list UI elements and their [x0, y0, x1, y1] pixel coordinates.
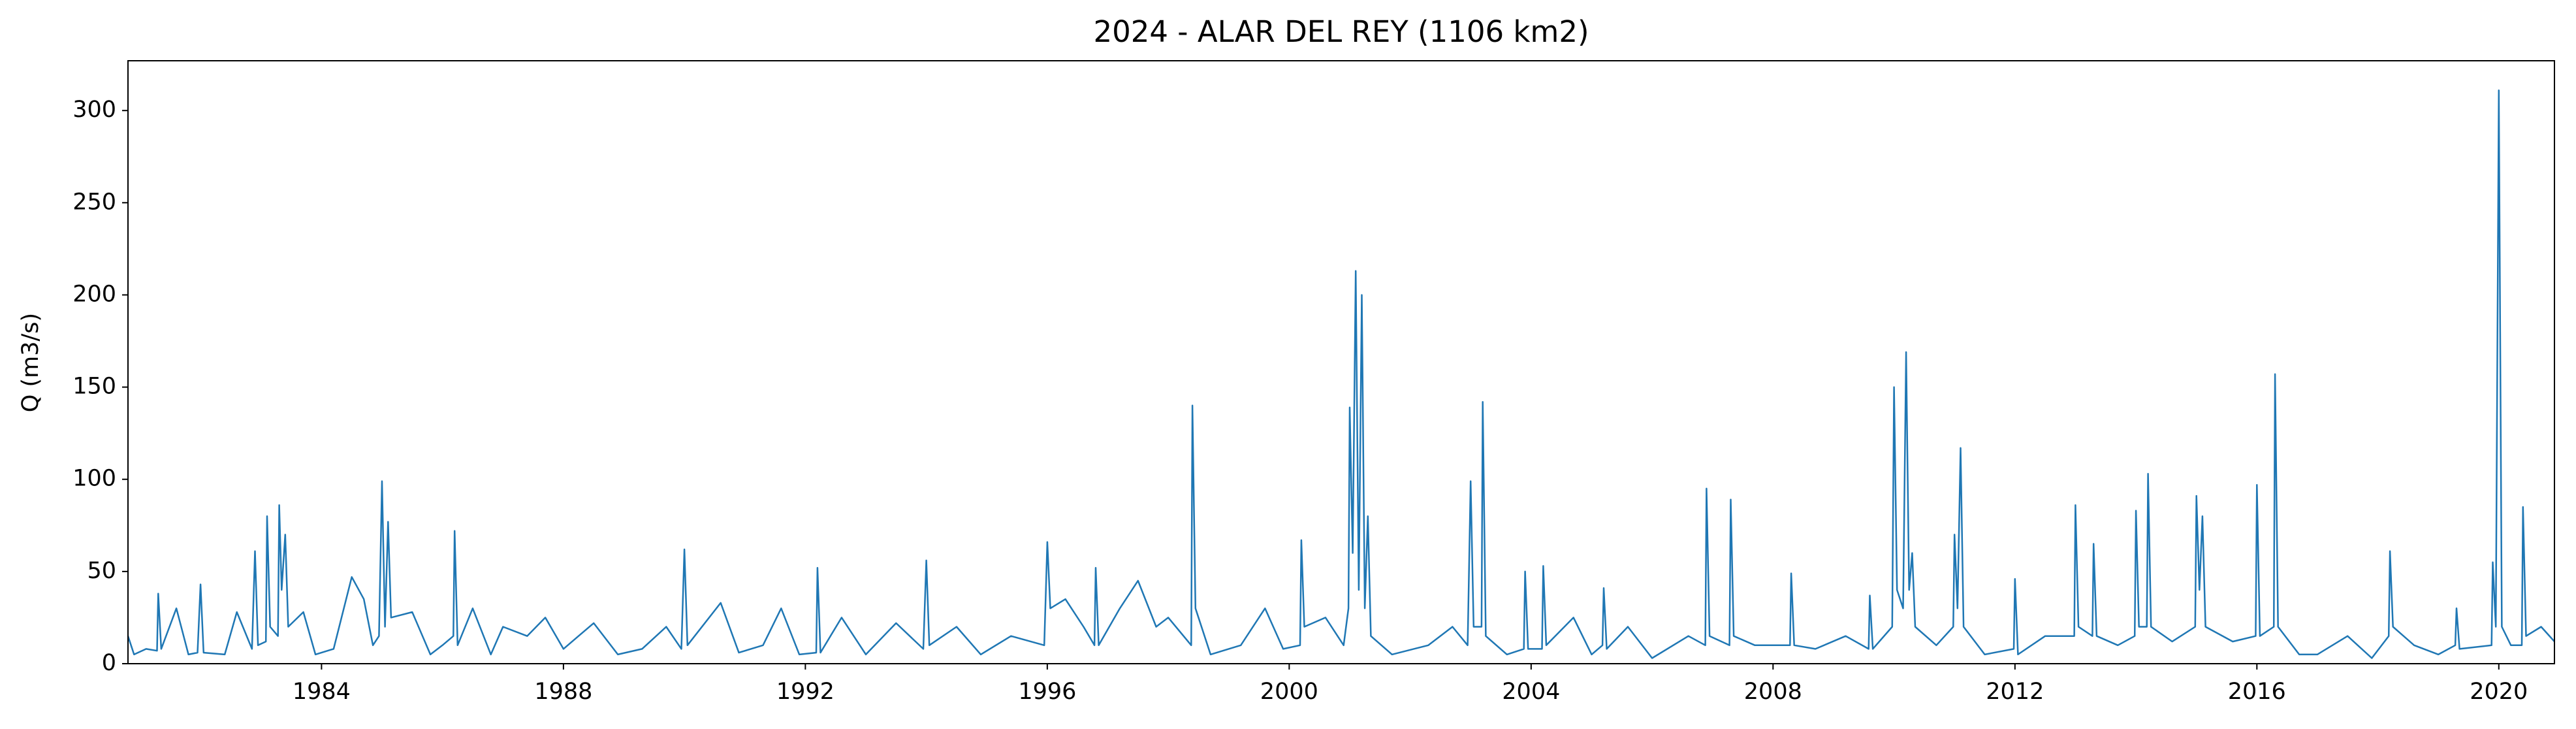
flow-line — [127, 89, 2555, 659]
x-tick-label: 1988 — [534, 679, 592, 705]
y-tick-label: 200 — [72, 281, 116, 307]
plot-frame — [127, 60, 2555, 664]
x-tick-label: 2020 — [2470, 679, 2528, 705]
x-tick-label: 1984 — [293, 679, 351, 705]
chart-title: 2024 - ALAR DEL REY (1106 km2) — [1093, 14, 1589, 49]
x-tick-label: 2000 — [1260, 679, 1318, 705]
x-tick-label: 1992 — [776, 679, 835, 705]
y-tick-label: 100 — [72, 466, 116, 492]
y-tick-label: 250 — [72, 189, 116, 215]
x-tick-label: 2012 — [1986, 679, 2044, 705]
y-tick-label: 150 — [72, 374, 116, 400]
y-tick-label: 300 — [72, 97, 116, 123]
x-tick-label: 1996 — [1018, 679, 1076, 705]
x-tick-label: 2004 — [1502, 679, 1560, 705]
x-tick-label: 2016 — [2228, 679, 2286, 705]
y-tick-label: 50 — [87, 558, 116, 584]
y-tick-label: 0 — [102, 650, 116, 676]
y-axis-label: Q (m3/s) — [18, 313, 44, 412]
x-tick-label: 2008 — [1744, 679, 1802, 705]
